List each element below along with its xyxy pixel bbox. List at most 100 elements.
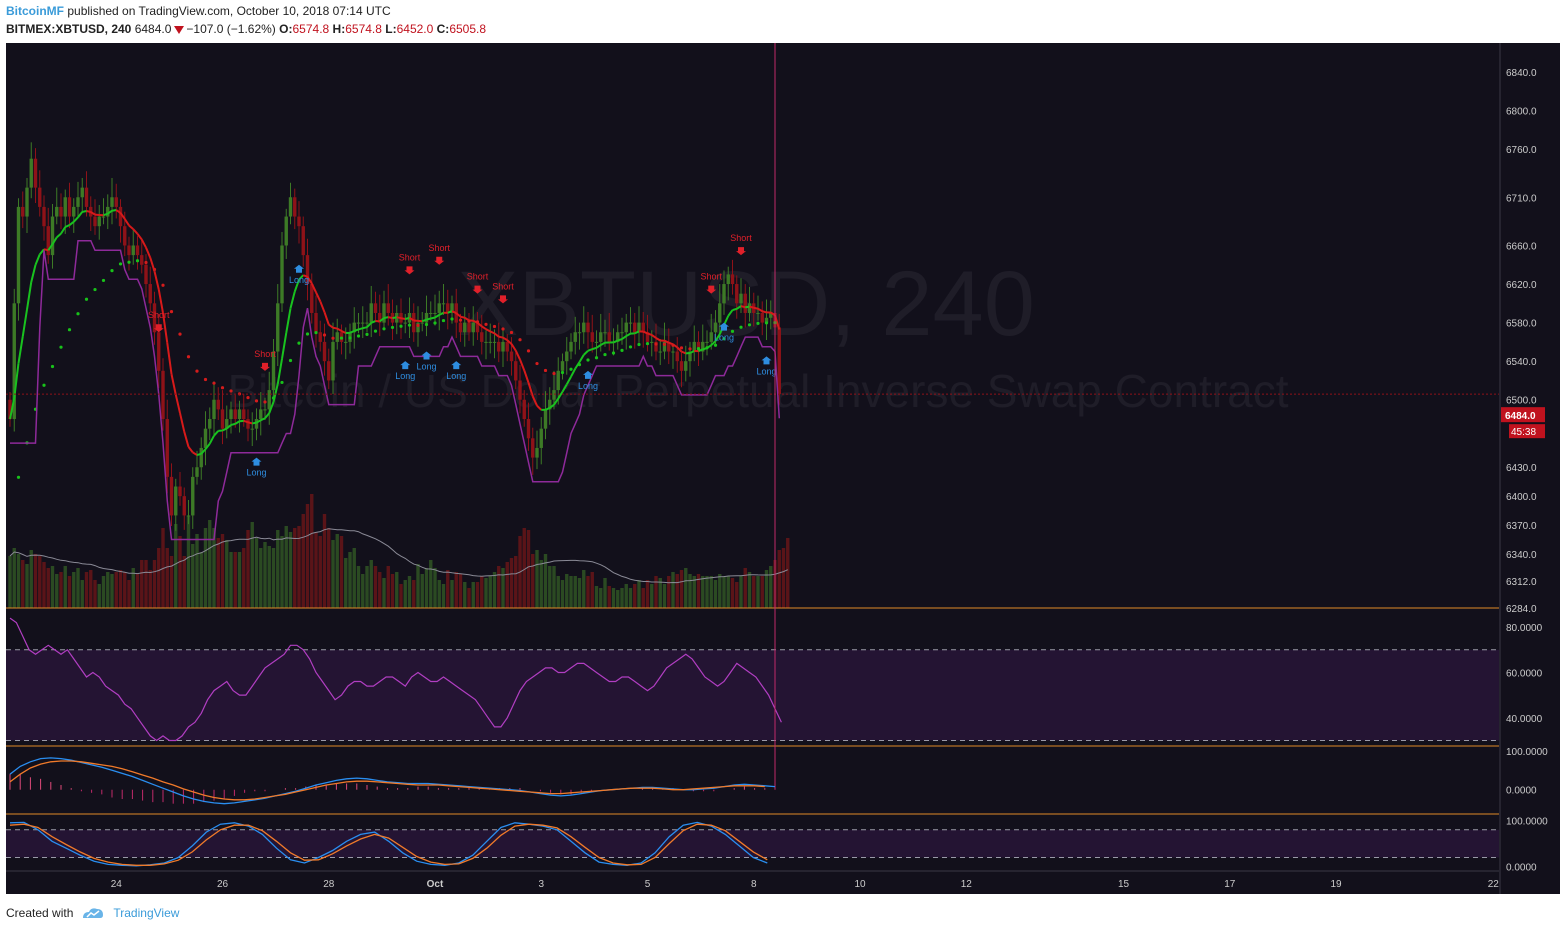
time-tick-label: 15 [1118, 879, 1130, 890]
candle [735, 284, 739, 304]
trend-dot [101, 278, 106, 283]
volume-bar [242, 548, 246, 608]
trend-dot [543, 368, 548, 373]
candle [497, 341, 501, 352]
ema-line-segment [256, 419, 262, 424]
author-link[interactable]: BitcoinMF [6, 4, 64, 18]
candle [539, 428, 543, 448]
trend-dot [560, 370, 565, 375]
volume-bar [101, 576, 106, 608]
ema-line-segment [749, 305, 755, 309]
ema-line-segment [549, 403, 555, 409]
long-signal-label: Long [578, 381, 598, 391]
candle [327, 361, 331, 381]
tradingview-logo-icon [83, 908, 104, 918]
last-price-label: 6484.0 [1505, 411, 1536, 422]
ema-line-segment [119, 212, 126, 220]
volume-bar [730, 578, 735, 608]
candle [127, 245, 131, 256]
volume-bar [556, 576, 560, 608]
volume-bar [229, 552, 233, 608]
candle [756, 312, 760, 314]
chart-area[interactable]: XBTUSD, 240 Bitcoin / US Dollar Perpetua… [6, 35, 1560, 894]
ema-line-segment [323, 311, 330, 325]
volume-bar [67, 576, 72, 608]
candle [599, 332, 603, 342]
candle [97, 216, 101, 227]
ema-line-segment [43, 248, 49, 252]
candle [624, 322, 628, 333]
candle [55, 206, 59, 217]
ema-line-segment [536, 404, 542, 411]
candle [556, 370, 560, 391]
candle [526, 419, 531, 439]
volume-bar [174, 524, 178, 608]
ema-line-segment [298, 274, 304, 281]
ema-line-segment [252, 421, 257, 425]
candle [633, 322, 637, 333]
ema-line-segment [561, 383, 568, 393]
trend-dot [467, 319, 471, 323]
tradingview-link[interactable]: TradingView [113, 906, 180, 920]
volume-bar [382, 578, 386, 608]
short-signal-label: Short [467, 272, 489, 282]
long-arrow-icon [451, 361, 462, 370]
candle [446, 303, 450, 313]
trend-dot [671, 343, 675, 347]
candle [110, 197, 114, 207]
trend-dot [356, 334, 361, 338]
short-signal-label: Short [845, 43, 867, 45]
short-arrow-icon [434, 256, 445, 265]
candle [361, 322, 365, 324]
candle [356, 322, 361, 324]
rsi-line [9, 617, 782, 742]
ema-line-segment [647, 332, 653, 336]
volume-bar [412, 580, 416, 608]
candle [743, 293, 747, 313]
trend-dot [93, 287, 97, 292]
candle [586, 322, 590, 333]
chart-svg[interactable]: XBTUSD, 240 Bitcoin / US Dollar Perpetua… [6, 35, 1560, 894]
volume-bar [458, 574, 463, 608]
volume-bar [395, 572, 399, 608]
candle [237, 409, 242, 420]
candle [174, 486, 178, 516]
volume-bar [696, 574, 701, 608]
short-signal-label: Short [254, 349, 276, 359]
macd-tick-label: 0.0000 [1506, 786, 1537, 797]
volume-bar [446, 570, 450, 608]
candle [705, 341, 709, 343]
time-tick-label: 26 [217, 879, 229, 890]
candle [199, 447, 203, 468]
volume-bar [165, 548, 169, 608]
ema-line-segment [523, 370, 530, 384]
volume-bar [722, 576, 726, 608]
candle [590, 332, 594, 342]
volume-bar [582, 570, 586, 608]
candle [522, 399, 526, 420]
ema-line-segment [179, 412, 186, 432]
short-arrow-icon [706, 285, 717, 294]
volume-bar [637, 580, 641, 608]
trend-dot [382, 327, 386, 331]
time-tick-label: 10 [854, 879, 866, 890]
short-signal-label: Short [492, 281, 514, 291]
trend-dot [178, 332, 182, 336]
ohlc-legend: BITMEX:XBTUSD, 240 6484.0 −107.0 (−1.62%)… [6, 22, 486, 36]
volume-bar [288, 532, 293, 608]
ema-line-segment [366, 322, 372, 328]
trend-dot [59, 345, 63, 349]
trend-dot [441, 318, 446, 323]
trend-dot [407, 323, 412, 327]
ema-line-segment [264, 412, 271, 419]
volume-bar [84, 572, 89, 608]
long-signal-label: Long [395, 371, 415, 381]
candle [152, 303, 157, 333]
symbol-label: BITMEX:XBTUSD, 240 [6, 22, 132, 36]
trend-dot [535, 361, 539, 366]
close-label: C: [436, 22, 450, 36]
ema-line-segment [676, 346, 683, 353]
ema-line-segment [481, 325, 487, 330]
trend-dot [331, 336, 335, 340]
volume-bar [152, 560, 157, 608]
